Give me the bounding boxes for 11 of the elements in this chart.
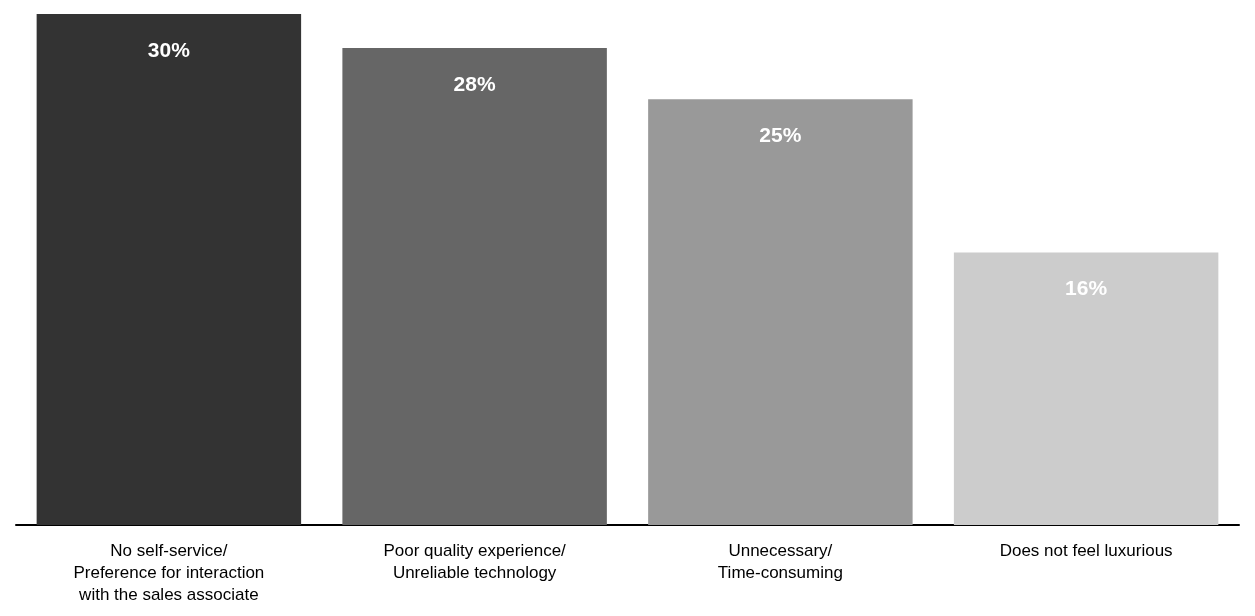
bar	[342, 48, 607, 525]
data-label: 28%	[453, 72, 496, 96]
bar	[36, 14, 302, 525]
x-tick-label: No self-service/ Preference for interaction with the sales associate	[73, 540, 265, 604]
bar	[648, 99, 913, 525]
bar	[953, 252, 1219, 525]
x-tick-label: Poor quality experience/ Unreliable technology	[383, 540, 567, 582]
data-label: 25%	[759, 123, 802, 147]
x-tick-label: Does not feel luxurious	[999, 540, 1173, 560]
x-tick-label: Unnecessary/ Time-consuming	[717, 540, 843, 582]
data-label: 30%	[147, 38, 191, 61]
